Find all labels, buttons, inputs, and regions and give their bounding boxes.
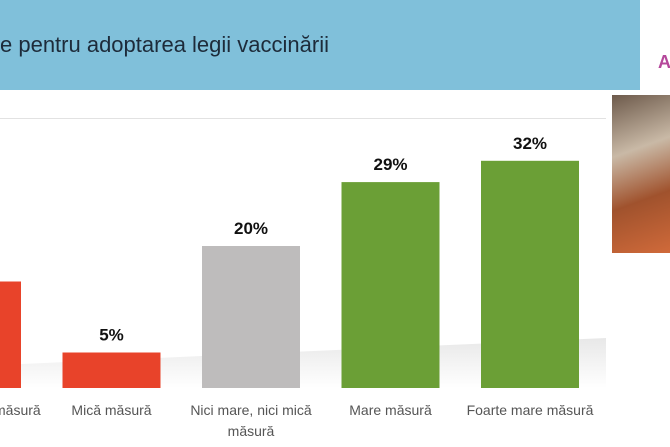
bar [202,246,300,388]
bar [341,182,440,388]
x-tick-label: măsură [0,402,41,418]
value-label: 5% [99,326,124,345]
bar [0,281,21,388]
value-label: 20% [234,219,268,238]
x-tick-label: Foarte mare măsură [466,402,594,418]
webcam [612,95,670,253]
bar [62,352,161,388]
x-tick-label: Nici mare, nici mică măsură [190,402,312,439]
bar [481,160,579,388]
value-label: 32% [513,134,547,153]
side-text: A [658,52,670,72]
title-bar [0,0,640,90]
x-tick-label: Mică măsură [71,402,152,418]
value-label: 29% [373,155,407,174]
chart-title: e pentru adoptarea legii vaccinării [0,32,329,57]
x-tick-label: Mare măsură [349,402,432,418]
